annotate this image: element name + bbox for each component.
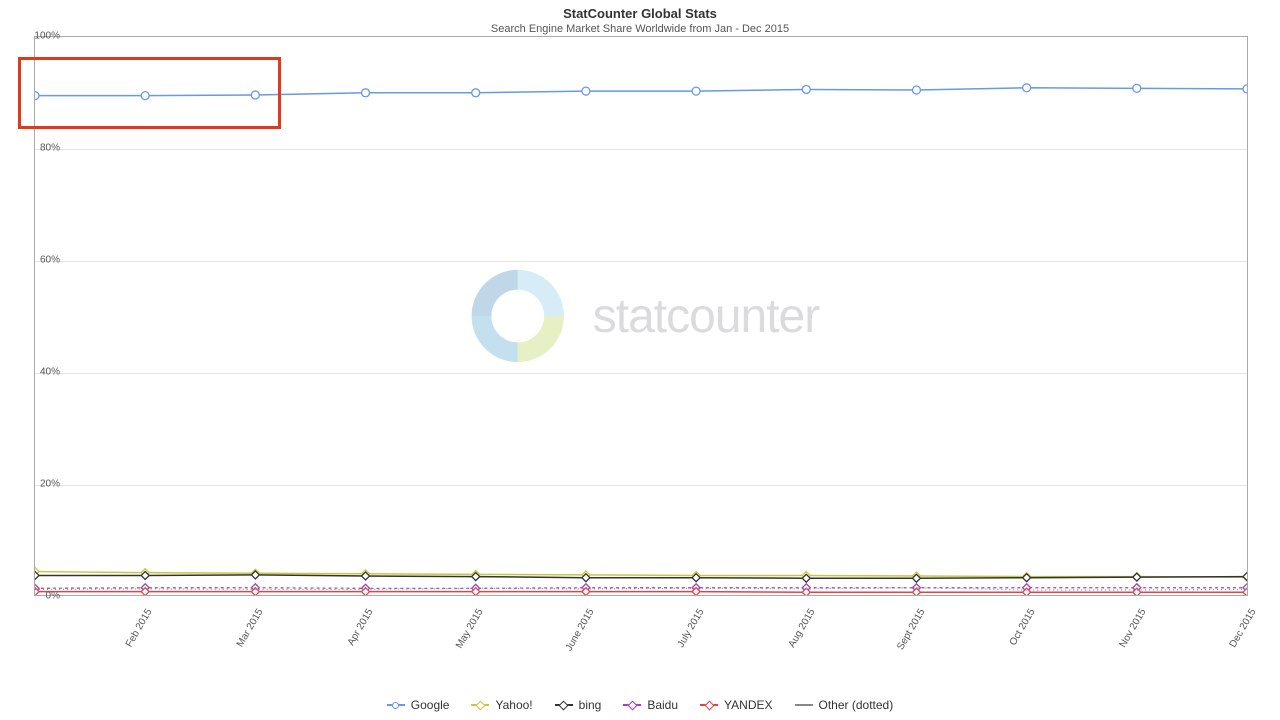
series-marker	[1023, 84, 1031, 92]
legend-marker-icon	[476, 700, 486, 710]
series-marker	[692, 87, 700, 95]
y-tick-label: 0%	[46, 591, 60, 602]
legend-item: YANDEX	[700, 698, 772, 712]
series-marker	[1243, 573, 1247, 581]
legend-label: bing	[579, 698, 602, 712]
series-marker	[1243, 85, 1247, 93]
series-marker	[1133, 84, 1141, 92]
y-tick-label: 40%	[40, 367, 60, 378]
x-tick-label: May 2015	[454, 607, 485, 651]
series-marker	[1133, 573, 1141, 581]
chart-subtitle: Search Engine Market Share Worldwide fro…	[0, 23, 1280, 35]
legend-marker-icon	[704, 700, 714, 710]
x-tick-label: July 2015	[676, 607, 707, 650]
highlight-annotation-box	[18, 57, 281, 129]
x-tick-label: Oct 2015	[1008, 607, 1038, 648]
x-tick-label: Dec 2015	[1228, 607, 1259, 650]
legend-marker-icon	[627, 700, 637, 710]
series-marker	[472, 89, 480, 97]
x-tick-label: June 2015	[563, 607, 596, 653]
legend-item: bing	[555, 698, 602, 712]
legend-label: Yahoo!	[495, 698, 532, 712]
x-tick-label: Apr 2015	[346, 607, 376, 648]
legend-swatch	[700, 699, 718, 711]
legend-item: Other (dotted)	[795, 698, 894, 712]
y-tick-label: 100%	[34, 31, 60, 42]
series-marker	[582, 87, 590, 95]
legend-swatch	[795, 699, 813, 711]
legend-swatch	[387, 699, 405, 711]
y-tick-label: 20%	[40, 479, 60, 490]
x-tick-label: Sept 2015	[895, 607, 927, 652]
x-tick-label: Nov 2015	[1117, 607, 1148, 650]
y-tick-label: 60%	[40, 255, 60, 266]
legend-marker-icon	[559, 700, 569, 710]
series-line-yahoo-	[35, 572, 1247, 578]
x-tick-label: Aug 2015	[786, 607, 817, 650]
legend-label: Google	[411, 698, 450, 712]
legend-item: Baidu	[623, 698, 678, 712]
legend-label: Other (dotted)	[819, 698, 894, 712]
series-marker	[802, 85, 810, 93]
legend-marker-icon	[392, 702, 399, 709]
series-line-yandex	[35, 592, 1247, 593]
y-tick-label: 80%	[40, 143, 60, 154]
legend-label: Baidu	[647, 698, 678, 712]
legend: Google Yahoo! bing Baidu YANDEX Other (dotted…	[0, 698, 1280, 712]
x-tick-label: Mar 2015	[235, 607, 266, 649]
x-tick-label: Feb 2015	[124, 607, 155, 649]
legend-swatch	[471, 699, 489, 711]
legend-item: Google	[387, 698, 450, 712]
series-marker	[912, 86, 920, 94]
chart-header: StatCounter Global Stats Search Engine M…	[0, 0, 1280, 35]
legend-swatch	[623, 699, 641, 711]
legend-label: YANDEX	[724, 698, 772, 712]
legend-swatch	[555, 699, 573, 711]
series-marker	[362, 89, 370, 97]
chart-title: StatCounter Global Stats	[0, 6, 1280, 21]
series-line-baidu	[35, 588, 1247, 589]
legend-item: Yahoo!	[471, 698, 532, 712]
